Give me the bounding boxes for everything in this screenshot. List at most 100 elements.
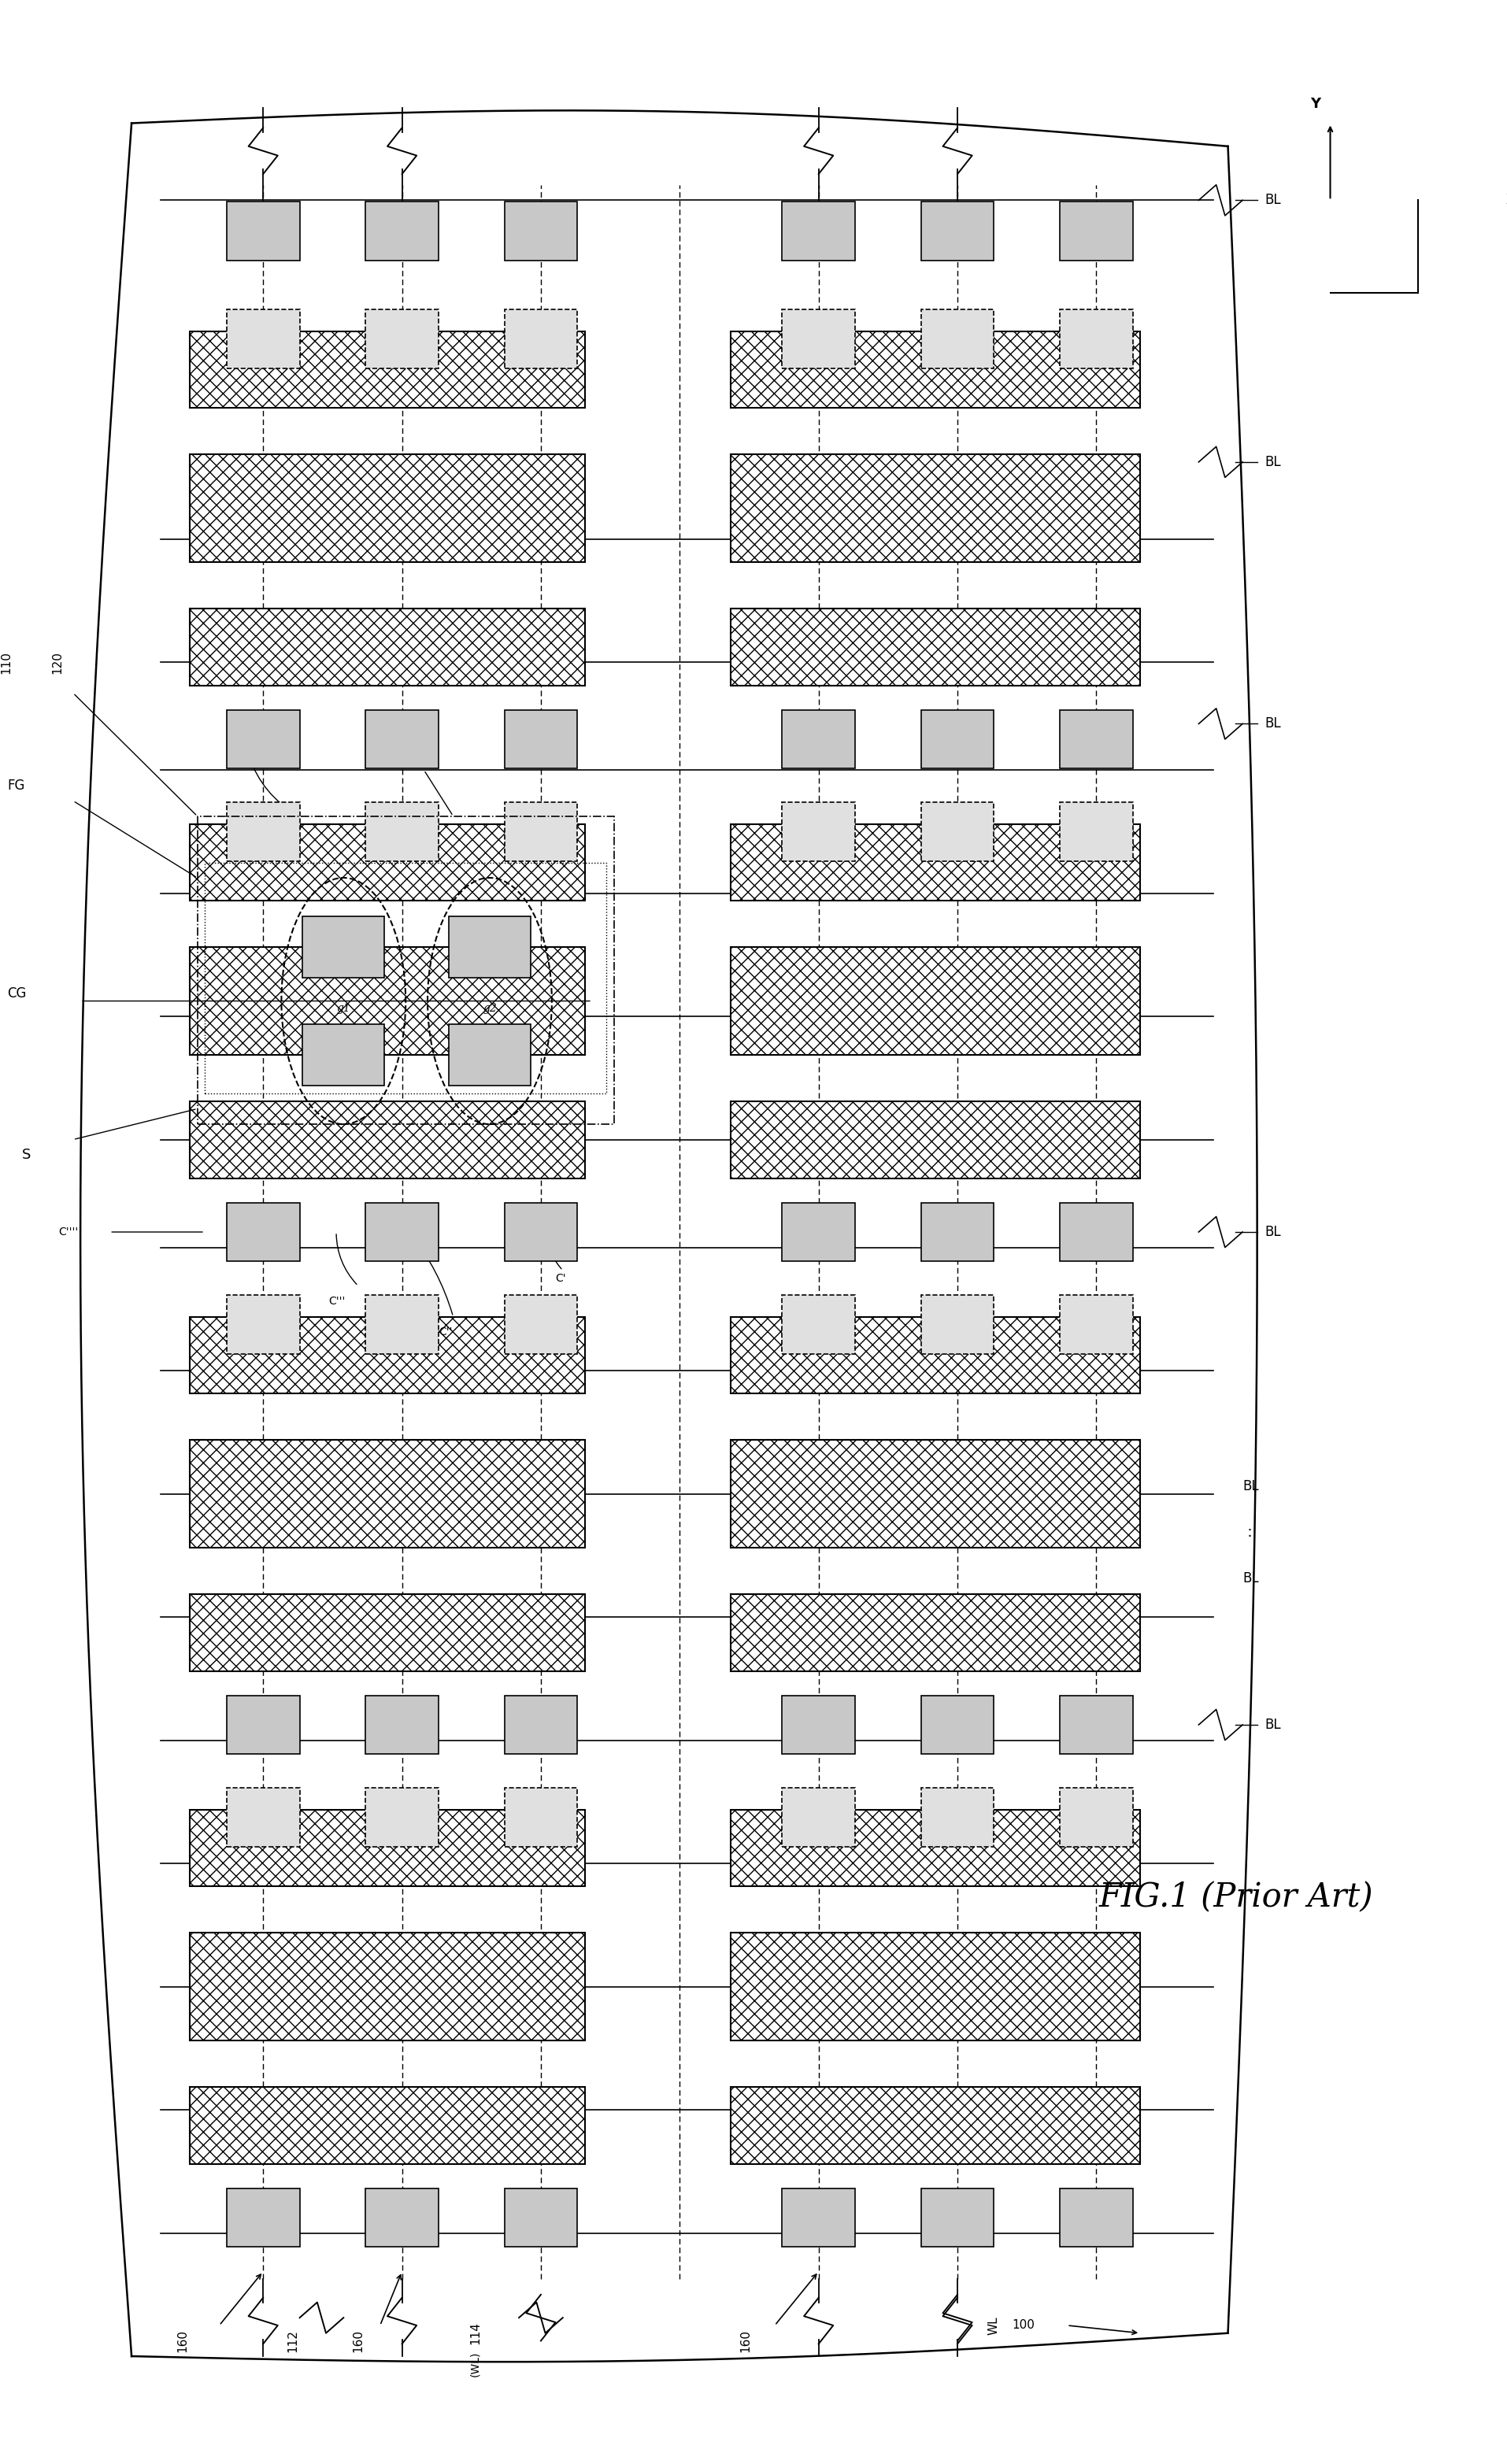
Bar (226, 803, 300, 860)
Text: BL: BL (1264, 1717, 1279, 1732)
Bar (1059, 2188, 1132, 2247)
Text: FG: FG (8, 779, 26, 793)
Text: g1: g1 (336, 1003, 350, 1015)
Bar (449, 917, 530, 978)
Text: CG: CG (8, 986, 27, 1000)
Text: C'': C'' (439, 1326, 452, 1338)
Bar (1059, 803, 1132, 860)
Bar (226, 2188, 300, 2247)
Bar (190, 1932, 585, 2040)
Bar (921, 2188, 993, 2247)
Bar (365, 310, 439, 367)
Bar (190, 453, 585, 562)
Bar (226, 1789, 300, 1846)
Text: 160: 160 (740, 2328, 750, 2353)
Text: D: D (234, 732, 244, 747)
Bar (365, 202, 439, 261)
Bar (921, 710, 993, 769)
Bar (782, 310, 854, 367)
Bar (365, 1695, 439, 1754)
Bar (303, 1025, 384, 1087)
Bar (782, 1296, 854, 1353)
Bar (226, 202, 300, 261)
Text: C': C' (555, 1274, 567, 1284)
Bar (1059, 1296, 1132, 1353)
Text: :: : (1242, 1525, 1257, 1540)
Bar (782, 1202, 854, 1262)
Text: Y: Y (1310, 96, 1320, 111)
Text: 114: 114 (469, 2321, 481, 2343)
Bar (503, 1695, 577, 1754)
Text: 110: 110 (0, 650, 12, 673)
Text: C''': C''' (329, 1296, 345, 1306)
Bar (921, 1695, 993, 1754)
Text: BL: BL (1264, 717, 1279, 732)
Bar (226, 1202, 300, 1262)
Bar (782, 710, 854, 769)
Bar (365, 1789, 439, 1846)
Text: BL: BL (1264, 192, 1279, 207)
Text: BL: BL (1264, 1225, 1279, 1239)
Bar (190, 946, 585, 1055)
Bar (1059, 202, 1132, 261)
Text: g2: g2 (482, 1003, 496, 1015)
Bar (190, 1594, 585, 1671)
Text: WL: WL (987, 2316, 999, 2336)
Bar (503, 310, 577, 367)
Bar (731, 1594, 1139, 1671)
Bar (205, 862, 606, 1094)
Bar (365, 710, 439, 769)
Bar (503, 202, 577, 261)
Text: BL: BL (1242, 1478, 1258, 1493)
Text: 140: 140 (402, 749, 425, 761)
Text: 100: 100 (1011, 2319, 1034, 2331)
Bar (731, 1316, 1139, 1395)
Bar (226, 710, 300, 769)
Bar (365, 1202, 439, 1262)
Bar (782, 803, 854, 860)
Text: 160: 160 (353, 2328, 363, 2353)
Bar (190, 1101, 585, 1178)
Bar (365, 2188, 439, 2247)
Bar (731, 609, 1139, 685)
Text: X: X (1505, 192, 1507, 207)
Bar (503, 1789, 577, 1846)
Bar (731, 453, 1139, 562)
Text: C'''': C'''' (59, 1227, 78, 1237)
Bar (226, 1296, 300, 1353)
Bar (190, 609, 585, 685)
Bar (921, 803, 993, 860)
Text: 120: 120 (51, 650, 63, 673)
Bar (1059, 1695, 1132, 1754)
Bar (731, 946, 1139, 1055)
Bar (731, 823, 1139, 902)
Bar (449, 1025, 530, 1087)
Bar (503, 1202, 577, 1262)
Bar (1059, 1789, 1132, 1846)
Bar (197, 816, 613, 1124)
Text: (WL): (WL) (469, 2351, 481, 2378)
Bar (503, 710, 577, 769)
Bar (503, 1296, 577, 1353)
Text: S: S (23, 1148, 30, 1163)
Bar (365, 803, 439, 860)
Bar (1059, 1202, 1132, 1262)
Bar (921, 1789, 993, 1846)
Bar (731, 2087, 1139, 2163)
Bar (1059, 310, 1132, 367)
Bar (190, 823, 585, 902)
Bar (190, 2087, 585, 2163)
Bar (782, 1789, 854, 1846)
Bar (782, 202, 854, 261)
Bar (731, 330, 1139, 409)
Bar (731, 1101, 1139, 1178)
Bar (226, 310, 300, 367)
Bar (226, 1695, 300, 1754)
Bar (303, 917, 384, 978)
Bar (731, 1439, 1139, 1547)
Bar (731, 1932, 1139, 2040)
Bar (921, 202, 993, 261)
Bar (190, 1439, 585, 1547)
Text: 160: 160 (176, 2328, 188, 2353)
Bar (503, 2188, 577, 2247)
